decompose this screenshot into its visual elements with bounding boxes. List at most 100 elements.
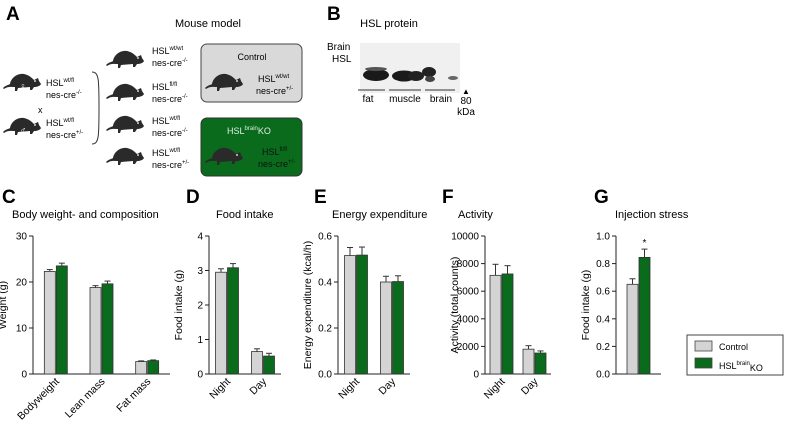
tissue-fat: fat: [362, 94, 373, 105]
panel-letter-e: E: [314, 187, 327, 208]
bar-ko-1: [392, 281, 404, 375]
panel-letter-d: D: [186, 187, 200, 208]
bar-control-0: [43, 271, 56, 375]
ko-box-title: HSLbrainKO: [227, 126, 271, 136]
offspring4-genotype: HSLwt/fl: [152, 148, 180, 158]
chart-f: F Activity 0 2000 4000 6000 8000 10000 Activity …: [442, 187, 551, 401]
tissue-brain: brain: [430, 94, 452, 105]
control-box-genotype: HSLwt/wt: [258, 74, 290, 84]
offspring-2: HSLfl/fl nes-cre-/-: [106, 82, 188, 104]
legend-label-ko: HSLbrainKO: [719, 361, 763, 373]
mouse-model-title: Mouse model: [175, 18, 241, 30]
y-tick-label: 0.0: [318, 370, 332, 381]
bar-ko-0: [638, 256, 651, 375]
offspring1-genotype: HSLwt/wt: [152, 46, 184, 56]
bar-ko-1: [263, 355, 275, 375]
significance-marker: *: [643, 238, 647, 249]
bar-control-1: [89, 287, 102, 375]
y-tick-label: 20: [16, 278, 28, 289]
y-tick-label: 0.6: [596, 287, 610, 298]
y-tick-label: 4: [197, 232, 203, 243]
parent-male: ♂ HSLwt/fl nes-cre+/-: [3, 117, 83, 140]
marker-arrow-icon: ▲: [462, 87, 470, 96]
bar-ko-0: [501, 273, 514, 375]
y-tick-label: 0: [473, 370, 479, 381]
y-tick-label: 1.0: [596, 232, 610, 243]
offspring3-mouse-icon: [106, 115, 144, 133]
y-tick-label: 0.0: [596, 370, 610, 381]
control-box-cre: nes-cre+/-: [256, 86, 293, 96]
male-symbol-icon: ♂: [20, 125, 27, 135]
x-tick-label: Night: [482, 376, 508, 402]
chart-e: E Energy expenditure 0.0 0.2 0.4 0.6 Energy ex…: [302, 187, 427, 401]
offspring3-cre: nes-cre-/-: [152, 128, 188, 138]
x-tick-label: Day: [376, 375, 398, 397]
y-tick-label: 4000: [457, 314, 480, 325]
bar-control-1: [522, 348, 535, 375]
blot-row-brain: Brain: [327, 42, 350, 53]
ko-box: HSLbrainKO HSLfl/fl nes-cre+/-: [200, 117, 303, 177]
panel-a: A Mouse model ♀ HSLwt/fl nes-cre-/- x ♂ …: [3, 4, 303, 177]
legend-swatch-control: [694, 340, 713, 352]
panel-letter-a: A: [6, 4, 20, 25]
marker-unit: kDa: [457, 107, 475, 118]
y-axis-label: Food intake (g): [580, 270, 592, 341]
y-tick-label: 1: [197, 335, 203, 346]
control-box-title: Control: [237, 52, 266, 62]
x-tick-label: Night: [336, 376, 362, 402]
y-tick-label: 3: [197, 266, 203, 277]
bar-ko-2: [147, 360, 160, 375]
chart-title: Injection stress: [615, 209, 689, 221]
chart-title: Activity: [458, 209, 493, 221]
y-tick-label: 10000: [451, 232, 479, 243]
y-tick-label: 30: [16, 232, 28, 243]
panel-letter-g: G: [594, 187, 609, 208]
x-tick-label: Lean mass: [63, 376, 108, 421]
chart-title: Food intake: [216, 209, 273, 221]
offspring-3: HSLwt/fl nes-cre-/-: [106, 115, 188, 138]
panel-letter-b: B: [327, 4, 341, 25]
tissue-muscle: muscle: [389, 94, 421, 105]
offspring4-cre: nes-cre+/-: [152, 160, 189, 170]
y-tick-label: 0.6: [318, 232, 332, 243]
marker-size: 80: [460, 96, 472, 107]
bar-control-0: [626, 283, 639, 375]
x-tick-label: Day: [519, 375, 541, 397]
parent1-cre: nes-cre-/-: [46, 90, 82, 100]
y-tick-label: 0: [21, 370, 27, 381]
bar-control-1: [251, 351, 263, 375]
blot-bands: [363, 67, 458, 82]
chart-title: Body weight- and composition: [12, 209, 159, 221]
y-tick-label: 0.4: [318, 278, 332, 289]
x-tick-label: Night: [207, 376, 233, 402]
y-tick-label: 0.4: [596, 314, 610, 325]
cross-bracket: [91, 71, 100, 145]
ko-box-cre: nes-cre+/-: [258, 159, 295, 169]
bar-control-2: [135, 361, 148, 375]
chart-title: Energy expenditure: [332, 209, 427, 221]
parent-female: ♀ HSLwt/fl nes-cre-/-: [3, 73, 82, 100]
bar-control-0: [344, 255, 356, 375]
bar-ko-1: [101, 283, 114, 375]
control-box: Control HSLwt/wt nes-cre+/-: [200, 43, 303, 103]
bar-ko-0: [227, 267, 239, 375]
offspring2-mouse-icon: [106, 83, 144, 101]
y-axis-label: Activity (total counts): [449, 257, 461, 354]
hsl-protein-title: HSL protein: [360, 18, 418, 30]
legend-swatch-ko: [694, 357, 713, 369]
bar-control-0: [215, 271, 227, 375]
y-tick-label: 2: [197, 301, 203, 312]
bar-control-1: [380, 281, 392, 375]
panel-b: B HSL protein Brain HSL +-+-+- fat muscl…: [327, 4, 475, 118]
blot-row-hsl: HSL: [332, 54, 352, 65]
y-axis-label: Energy expenditure (kcal/h): [302, 241, 314, 369]
x-tick-label: Day: [247, 375, 269, 397]
x-tick-label: Fat mass: [114, 376, 153, 415]
panel-letter-c: C: [2, 187, 16, 208]
offspring2-genotype: HSLfl/fl: [152, 82, 177, 92]
y-tick-label: 0: [197, 370, 203, 381]
offspring-1: HSLwt/wt nes-cre-/-: [106, 46, 188, 68]
legend-label-control: Control: [719, 342, 748, 352]
